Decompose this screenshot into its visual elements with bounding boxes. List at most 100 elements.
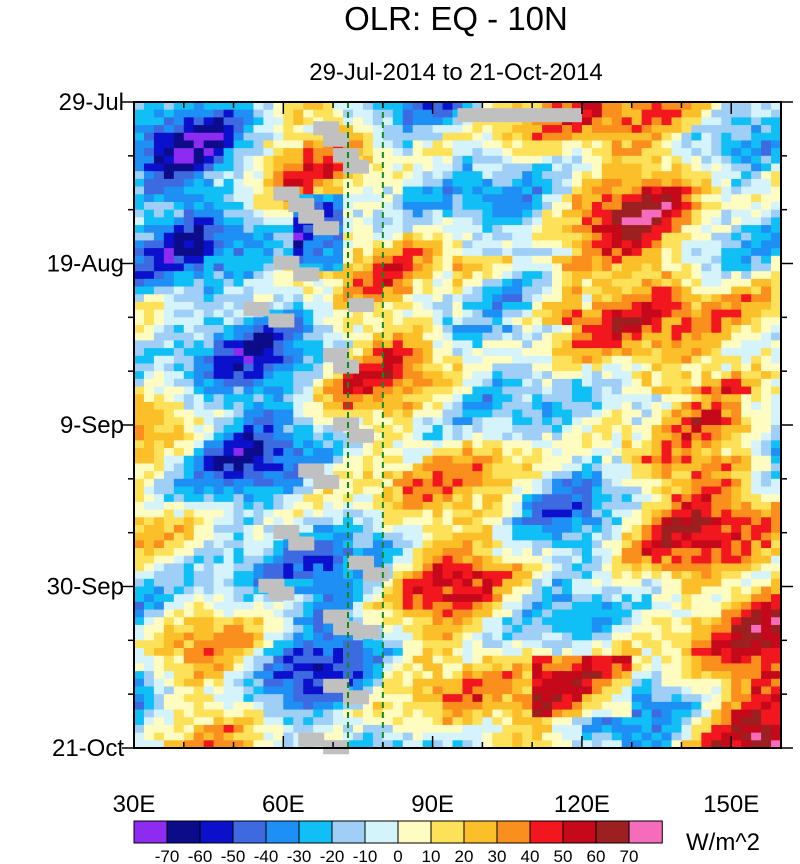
field-cell <box>711 232 722 242</box>
field-cell <box>233 601 245 611</box>
field-cell <box>323 632 334 641</box>
field-cell <box>721 640 732 649</box>
field-cell <box>163 524 175 534</box>
field-cell <box>303 417 314 426</box>
field-cell <box>432 102 444 111</box>
field-cell <box>482 255 493 265</box>
field-cell <box>661 301 673 311</box>
field-cell <box>432 178 444 188</box>
field-cell <box>731 494 742 503</box>
field-cell <box>691 309 702 318</box>
field-cell <box>163 109 175 118</box>
field-cell <box>761 178 772 188</box>
field-cell <box>193 240 205 249</box>
field-cell <box>163 125 175 134</box>
field-cell <box>571 386 583 395</box>
field-cell <box>542 325 553 334</box>
field-cell <box>402 286 414 295</box>
field-cell <box>512 532 523 541</box>
field-cell <box>313 586 324 595</box>
field-cell <box>741 140 752 149</box>
field-cell <box>273 448 284 457</box>
field-cell <box>601 301 613 311</box>
field-cell <box>621 286 633 295</box>
field-cell <box>681 524 693 534</box>
field-cell <box>611 563 623 572</box>
field-cell <box>671 648 683 657</box>
field-cell <box>422 194 434 203</box>
field-cell <box>591 494 603 503</box>
field-cell <box>721 578 732 588</box>
field-cell <box>432 571 444 580</box>
field-cell <box>263 440 274 449</box>
field-cell <box>671 440 683 449</box>
field-cell <box>751 201 762 211</box>
field-cell <box>771 248 782 257</box>
field-cell <box>273 609 284 618</box>
field-cell <box>233 432 245 441</box>
field-cell <box>562 471 573 480</box>
field-cell <box>661 548 673 557</box>
field-cell <box>522 232 533 242</box>
field-cell <box>323 386 334 395</box>
field-cell <box>402 363 414 372</box>
field-cell <box>462 517 474 526</box>
field-cell <box>233 632 245 641</box>
field-cell <box>183 232 195 242</box>
field-cell <box>372 517 384 526</box>
field-cell <box>482 478 493 488</box>
field-cell <box>532 578 543 588</box>
field-cell <box>771 640 782 649</box>
field-cell <box>581 425 593 434</box>
field-cell <box>273 409 284 418</box>
field-cell <box>412 448 424 457</box>
field-cell <box>183 371 195 380</box>
field-cell <box>273 117 284 126</box>
field-cell <box>502 201 513 211</box>
field-cell <box>183 524 195 534</box>
field-cell <box>293 155 304 165</box>
field-cell <box>611 109 623 118</box>
field-cell <box>761 586 772 595</box>
field-cell <box>233 548 245 557</box>
field-cell <box>502 255 513 265</box>
field-cell <box>601 325 613 334</box>
field-cell <box>691 648 702 657</box>
field-cell <box>611 601 623 611</box>
field-cell <box>741 225 752 234</box>
field-cell <box>671 455 683 465</box>
field-cell <box>462 332 474 341</box>
field-cell <box>552 278 563 288</box>
field-cell <box>134 417 145 426</box>
field-cell <box>661 655 673 664</box>
field-cell <box>143 432 155 441</box>
field-cell <box>591 271 603 280</box>
field-cell <box>771 363 782 372</box>
field-cell <box>134 471 145 480</box>
field-cell <box>591 394 603 403</box>
field-cell <box>293 486 304 495</box>
field-cell <box>273 417 284 426</box>
field-cell <box>392 563 404 572</box>
field-cell <box>641 686 653 695</box>
field-cell <box>671 601 683 611</box>
field-cell <box>412 471 424 480</box>
field-cell <box>432 163 444 172</box>
field-cell <box>323 624 334 634</box>
field-cell <box>571 340 583 349</box>
field-cell <box>163 217 175 226</box>
field-cell <box>721 586 732 595</box>
field-cell <box>283 155 294 165</box>
field-cell <box>313 609 324 618</box>
field-cell <box>323 309 334 318</box>
field-cell <box>273 171 284 180</box>
field-cell <box>771 255 782 265</box>
field-cell <box>651 155 663 165</box>
field-cell <box>392 209 404 218</box>
field-cell <box>163 655 175 664</box>
field-cell <box>392 255 404 265</box>
field-cell <box>522 225 533 234</box>
field-cell <box>392 586 404 595</box>
field-cell <box>671 540 683 549</box>
field-cell <box>701 671 712 680</box>
